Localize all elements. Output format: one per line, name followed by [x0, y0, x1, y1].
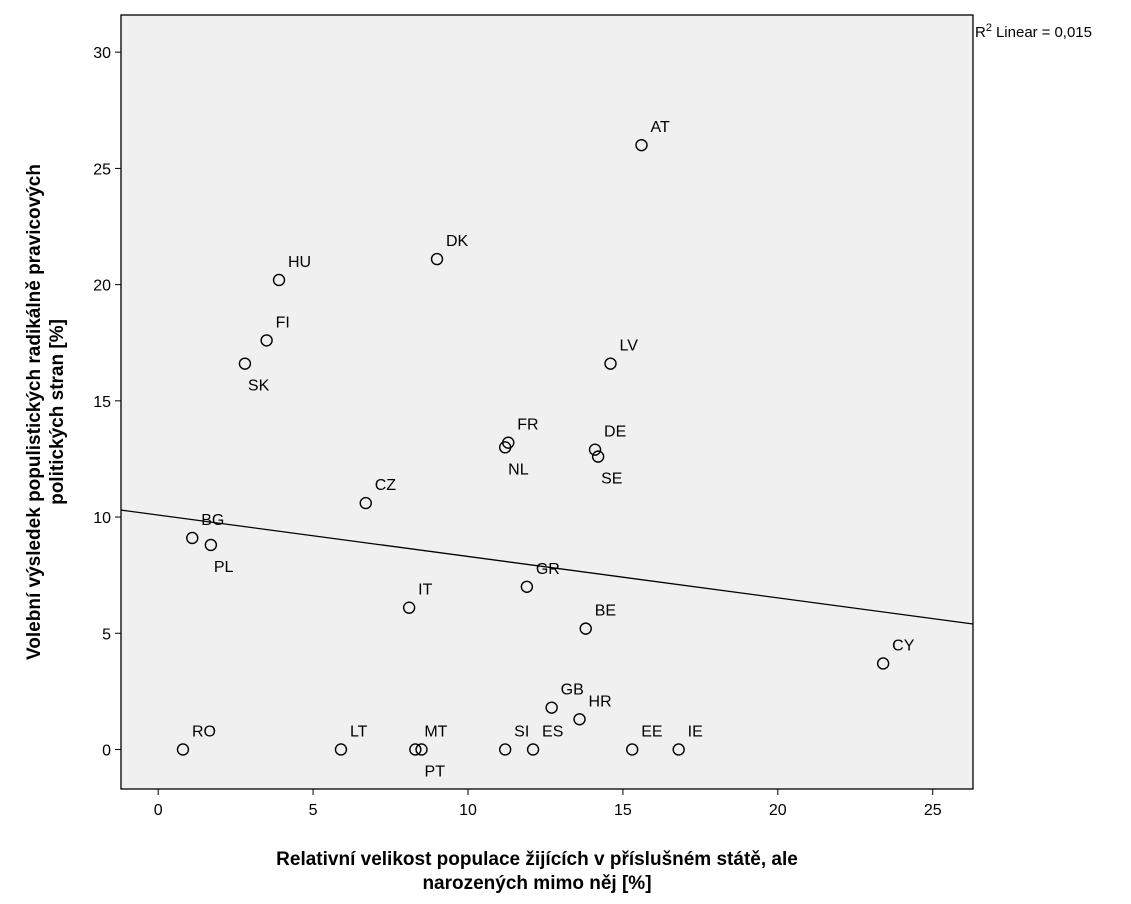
point-label-si: SI — [514, 723, 529, 740]
point-label-mt: MT — [424, 723, 447, 740]
data-point-be — [579, 622, 592, 635]
data-point-sk — [238, 357, 252, 370]
point-labels-layer: AT DK HU FI SK LV FR NL DE SE CZ BG PL GR IT BE CY GB HR RO… — [192, 119, 915, 780]
r2-value: 0,015 — [1054, 24, 1092, 41]
point-label-lt: LT — [350, 723, 368, 740]
y-axis-title-line-1: Volební výsledek populistických radikáln… — [24, 164, 45, 660]
point-label-ro: RO — [192, 723, 216, 740]
data-point-hr — [573, 713, 586, 726]
data-point-pl — [204, 538, 218, 552]
point-label-fi: FI — [276, 314, 290, 331]
point-label-it: IT — [418, 582, 432, 599]
point-label-hr: HR — [589, 693, 612, 710]
point-label-es: ES — [542, 723, 563, 740]
point-label-at: AT — [650, 119, 669, 136]
x-axis-title-line-2: narozených mimo něj [%] — [422, 873, 651, 894]
data-point-cz — [359, 496, 372, 510]
plot-area — [120, 14, 974, 790]
point-label-pt: PT — [425, 763, 446, 780]
point-label-de: DE — [604, 424, 626, 441]
x-tick-label: 25 — [924, 802, 942, 819]
point-label-hu: HU — [288, 254, 311, 271]
data-point-si — [498, 743, 512, 756]
y-tick-label: 0 — [102, 742, 111, 759]
x-tick-label: 0 — [154, 802, 163, 819]
x-tick-label: 10 — [459, 802, 477, 819]
point-label-ee: EE — [641, 723, 662, 740]
r2-annotation: R2 Linear = 0,015 — [975, 22, 1092, 41]
data-point-it — [402, 601, 416, 614]
y-tick-label: 10 — [93, 510, 111, 527]
data-point-lv — [604, 357, 617, 370]
r2-superscript: 2 — [986, 22, 992, 34]
points-layer — [176, 138, 890, 756]
axis-ticks: 0 5 10 15 20 25 30 0 5 10 15 20 25 — [93, 45, 942, 819]
x-tick-label: 20 — [769, 802, 787, 819]
data-point-es — [526, 743, 540, 756]
fit-line — [120, 509, 974, 625]
data-point-pt — [415, 743, 428, 756]
point-label-gb: GB — [561, 682, 584, 699]
data-point-ro — [176, 743, 190, 756]
data-point-gr — [520, 580, 534, 593]
fit-line-layer — [120, 509, 974, 625]
data-point-se — [591, 450, 605, 463]
r2-label: Linear — [996, 24, 1038, 41]
point-label-be: BE — [595, 603, 616, 620]
y-axis-title-line-2: politických stran [%] — [47, 319, 68, 505]
point-label-pl: PL — [214, 559, 234, 576]
data-point-cy — [876, 657, 890, 670]
data-point-nl — [498, 441, 512, 454]
data-point-gb — [545, 701, 558, 714]
x-tick-label: 5 — [309, 802, 318, 819]
point-label-nl: NL — [508, 461, 529, 478]
point-label-fr: FR — [517, 417, 538, 434]
data-point-lt — [334, 743, 348, 756]
data-point-hu — [272, 273, 286, 287]
data-point-dk — [430, 252, 444, 266]
point-label-se: SE — [601, 471, 622, 488]
data-point-fi — [260, 334, 273, 347]
data-point-at — [635, 138, 648, 152]
point-label-lv: LV — [620, 338, 639, 355]
x-axis-title-line-1: Relativní velikost populace žijících v p… — [276, 849, 798, 870]
y-tick-label: 30 — [93, 45, 111, 62]
point-label-ie: IE — [688, 723, 703, 740]
data-point-mt — [409, 743, 422, 756]
point-label-gr: GR — [536, 561, 560, 578]
r2-equals: = — [1042, 24, 1051, 41]
data-point-ie — [672, 743, 685, 756]
point-label-cy: CY — [892, 637, 915, 654]
point-label-dk: DK — [446, 233, 469, 250]
y-tick-label: 25 — [93, 161, 111, 178]
r2-prefix: R — [975, 24, 986, 41]
point-label-sk: SK — [248, 378, 270, 395]
data-point-bg — [186, 531, 199, 545]
x-tick-label: 15 — [614, 802, 632, 819]
data-point-ee — [626, 743, 639, 756]
point-label-bg: BG — [201, 512, 224, 529]
y-tick-label: 5 — [102, 626, 111, 643]
y-tick-label: 20 — [93, 278, 111, 295]
y-tick-label: 15 — [93, 394, 111, 411]
data-point-de — [588, 443, 602, 456]
point-label-cz: CZ — [375, 477, 397, 494]
